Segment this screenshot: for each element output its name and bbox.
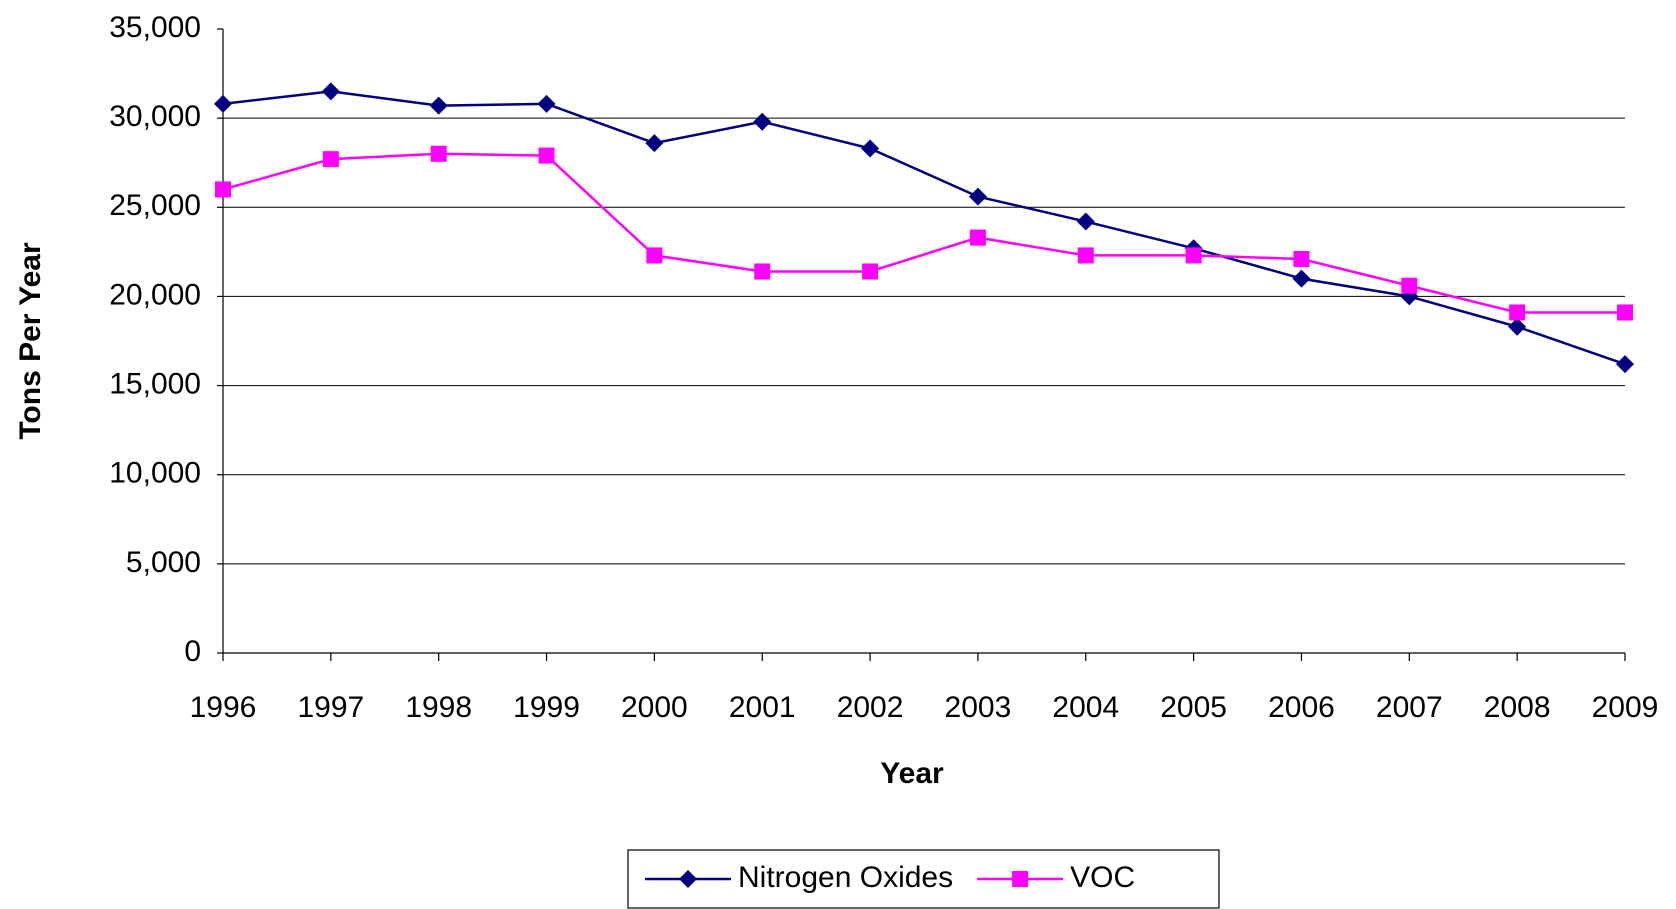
y-tick-label: 15,000 (109, 367, 201, 400)
x-axis-title: Year (880, 757, 944, 790)
x-tick-label: 2006 (1268, 691, 1335, 724)
marker (861, 139, 880, 158)
marker (645, 134, 664, 153)
x-tick-label: 2008 (1484, 691, 1551, 724)
x-tick-label: 2005 (1160, 691, 1227, 724)
marker (537, 94, 556, 113)
legend-box (627, 849, 1220, 909)
marker (1508, 317, 1527, 336)
marker (1617, 304, 1633, 321)
marker (1292, 269, 1311, 288)
y-tick-label: 30,000 (109, 100, 201, 133)
y-axis-title: Tons Per Year (14, 242, 47, 440)
series-line (222, 152, 1625, 314)
x-tick-label: 2002 (837, 691, 904, 724)
marker (321, 82, 340, 101)
marker (1185, 247, 1202, 264)
marker (1401, 277, 1418, 294)
marker (1616, 355, 1634, 374)
x-tick-label: 1999 (513, 691, 580, 724)
y-tick-label: 10,000 (109, 457, 201, 490)
marker (862, 263, 879, 280)
marker (322, 151, 339, 168)
marker (215, 181, 231, 198)
x-tick-label: 2007 (1376, 691, 1443, 724)
marker (646, 247, 663, 264)
marker (679, 870, 697, 888)
legend: Nitrogen Oxides VOC (627, 849, 1220, 909)
marker (1293, 250, 1310, 267)
marker (214, 94, 232, 113)
marker (754, 263, 771, 280)
y-tick-label: 35,000 (109, 11, 201, 44)
y-tick-label: 5,000 (126, 546, 201, 579)
legend-label: VOC (1070, 861, 1135, 894)
marker (429, 96, 448, 115)
y-tick-label: 0 (184, 635, 201, 668)
marker (1509, 304, 1526, 321)
y-tick-label: 20,000 (109, 278, 201, 311)
x-tick-label: 2009 (1592, 691, 1659, 724)
x-tick-label: 1998 (405, 691, 472, 724)
x-tick-label: 1997 (297, 691, 364, 724)
marker (968, 187, 987, 206)
x-tick-label: 2001 (729, 691, 796, 724)
x-tick-label: 2000 (621, 691, 688, 724)
marker (1077, 247, 1094, 264)
x-tick-label: 1996 (190, 691, 257, 724)
marker (430, 145, 447, 162)
x-tick-label: 2004 (1052, 691, 1119, 724)
y-tick-label: 25,000 (109, 189, 201, 222)
marker (1076, 212, 1095, 231)
marker (969, 229, 986, 246)
marker (1012, 871, 1029, 887)
legend-label: Nitrogen Oxides (738, 861, 953, 894)
marker (753, 112, 772, 131)
series-line (222, 90, 1626, 366)
x-tick-label: 2003 (945, 691, 1012, 724)
marker (538, 147, 555, 164)
